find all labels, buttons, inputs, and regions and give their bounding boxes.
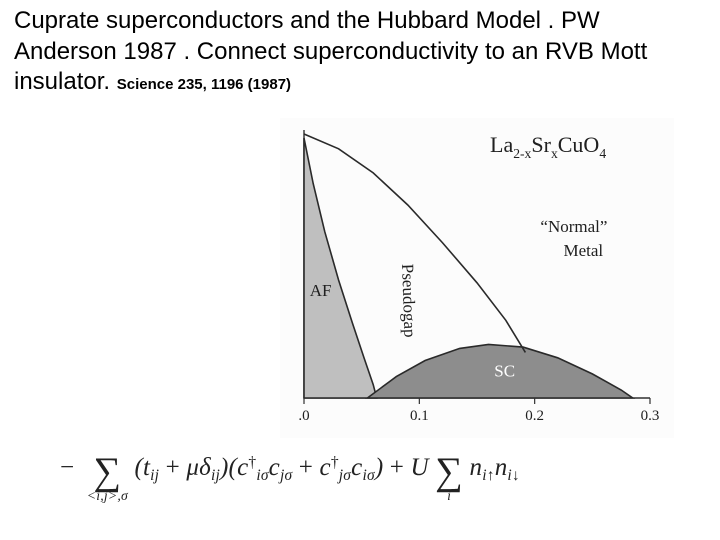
svg-text:Pseudogap: Pseudogap xyxy=(398,263,420,337)
phase-diagram-svg: .0 0.1 0.2 0.3 La2-xSrxCuO4 AF SC “Normal” Metal… xyxy=(280,118,674,438)
svg-text:0.1: 0.1 xyxy=(410,408,429,424)
svg-text:.0: .0 xyxy=(298,408,309,424)
svg-text:0.2: 0.2 xyxy=(525,408,544,424)
svg-text:AF: AF xyxy=(310,281,332,300)
phase-diagram: .0 0.1 0.2 0.3 La2-xSrxCuO4 AF SC “Normal” Metal… xyxy=(280,118,674,438)
svg-text:Metal: Metal xyxy=(564,241,604,260)
svg-text:0.3: 0.3 xyxy=(641,408,660,424)
svg-text:“Normal”: “Normal” xyxy=(540,217,607,236)
sum-ij: ∑ <i,j>,σ xyxy=(87,454,128,502)
citation-text: Science 235, 1196 (1987) xyxy=(117,76,291,93)
svg-text:La2-xSrxCuO4: La2-xSrxCuO4 xyxy=(490,132,606,161)
title-text: Cuprate superconductors and the Hubbard … xyxy=(14,7,647,95)
svg-text:SC: SC xyxy=(494,362,515,381)
minus-sign: − xyxy=(60,454,80,481)
slide-title: Cuprate superconductors and the Hubbard … xyxy=(14,6,706,98)
plus-sign: + xyxy=(390,454,411,481)
interaction-term: U ∑ i ni↑ni↓ xyxy=(411,454,520,481)
hopping-term: (tij + μδij)(c†iσcjσ + c†jσciσ) xyxy=(134,454,389,481)
hubbard-hamiltonian: − ∑ <i,j>,σ (tij + μδij)(c†iσcjσ + c†jσc… xyxy=(60,454,680,502)
